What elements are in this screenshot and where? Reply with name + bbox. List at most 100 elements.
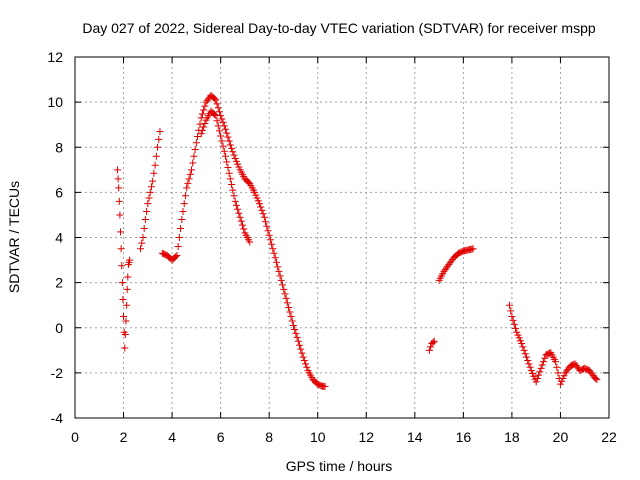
data-point xyxy=(139,234,147,241)
data-point xyxy=(119,296,127,304)
y-tick-label: 10 xyxy=(47,94,63,110)
data-point xyxy=(321,382,329,390)
series-seg-2 xyxy=(137,127,164,253)
data-point xyxy=(121,331,129,339)
grid xyxy=(75,57,609,418)
data-point xyxy=(524,356,532,364)
data-point xyxy=(178,215,186,223)
data-point xyxy=(150,169,158,177)
data-point xyxy=(144,200,152,208)
data-point xyxy=(118,262,126,270)
data-point xyxy=(219,142,227,150)
data-point xyxy=(265,231,273,239)
data-point xyxy=(140,224,148,232)
data-point xyxy=(510,320,518,328)
data-point xyxy=(277,276,285,284)
data-point xyxy=(512,324,520,332)
data-point xyxy=(296,341,304,349)
data-point xyxy=(225,169,233,177)
data-point xyxy=(212,96,220,104)
data-point xyxy=(521,350,529,358)
data-point xyxy=(299,353,307,361)
data-point xyxy=(172,253,180,261)
data-point xyxy=(147,183,155,191)
data-point xyxy=(137,245,145,253)
series-seg-4 xyxy=(197,107,254,246)
data-point xyxy=(271,254,279,262)
data-point xyxy=(274,263,282,271)
data-point xyxy=(177,224,185,232)
data-point xyxy=(141,215,149,223)
x-tick-label: 4 xyxy=(168,429,176,445)
data-point xyxy=(536,368,544,376)
data-point xyxy=(217,132,225,140)
data-point xyxy=(117,228,125,236)
x-tick-label: 2 xyxy=(120,429,128,445)
data-point xyxy=(293,333,301,341)
data-point xyxy=(508,312,516,320)
data-point xyxy=(126,256,134,264)
data-point xyxy=(226,175,234,183)
data-point xyxy=(234,205,242,213)
data-point xyxy=(509,316,517,324)
data-point xyxy=(228,180,236,188)
data-point xyxy=(197,114,205,122)
data-point xyxy=(237,217,245,225)
data-point xyxy=(152,152,160,160)
data-point xyxy=(287,312,295,320)
data-point xyxy=(232,201,240,209)
data-point xyxy=(224,133,232,141)
data-point xyxy=(297,345,305,353)
data-point xyxy=(283,299,291,307)
data-point xyxy=(526,363,534,371)
data-point xyxy=(285,303,293,311)
y-tick-label: 8 xyxy=(55,139,63,155)
data-point xyxy=(221,152,229,160)
data-point xyxy=(149,177,157,185)
data-point xyxy=(174,243,182,251)
data-point xyxy=(190,152,198,160)
y-axis-label: SDTVAR / TECUs xyxy=(6,181,22,293)
y-tick-label: 0 xyxy=(55,320,63,336)
data-point xyxy=(505,301,513,309)
data-point xyxy=(194,133,202,141)
data-point xyxy=(225,137,233,145)
data-point xyxy=(230,192,238,200)
data-point xyxy=(223,158,231,166)
data-point xyxy=(185,175,193,183)
data-point xyxy=(118,279,126,287)
data-point xyxy=(294,337,302,345)
data-point xyxy=(268,240,276,248)
data-point xyxy=(537,364,545,372)
data-point xyxy=(156,127,164,135)
data-point xyxy=(223,129,231,137)
data-point xyxy=(238,221,246,229)
data-point xyxy=(286,308,294,316)
data-point xyxy=(122,317,130,325)
data-point xyxy=(535,371,543,379)
data-point xyxy=(533,375,541,383)
x-tick-label: 18 xyxy=(504,429,520,445)
data-point xyxy=(218,137,226,145)
y-tick-label: 12 xyxy=(47,49,63,65)
x-axis-label: GPS time / hours xyxy=(286,458,393,474)
data-point xyxy=(175,234,183,241)
data-point xyxy=(520,346,528,354)
data-point xyxy=(553,363,561,371)
data-point xyxy=(259,210,267,218)
data-point xyxy=(519,343,527,351)
data-point xyxy=(114,175,122,183)
data-point xyxy=(281,290,289,298)
data-point xyxy=(532,378,540,386)
data-point xyxy=(211,95,219,103)
data-point xyxy=(113,166,121,174)
data-point xyxy=(226,141,234,149)
data-point xyxy=(240,225,248,233)
data-point xyxy=(200,123,208,131)
x-tick-label: 14 xyxy=(407,429,423,445)
data-point xyxy=(197,130,205,138)
data-points xyxy=(113,91,601,390)
y-tick-label: 2 xyxy=(55,275,63,291)
data-point xyxy=(288,317,296,325)
